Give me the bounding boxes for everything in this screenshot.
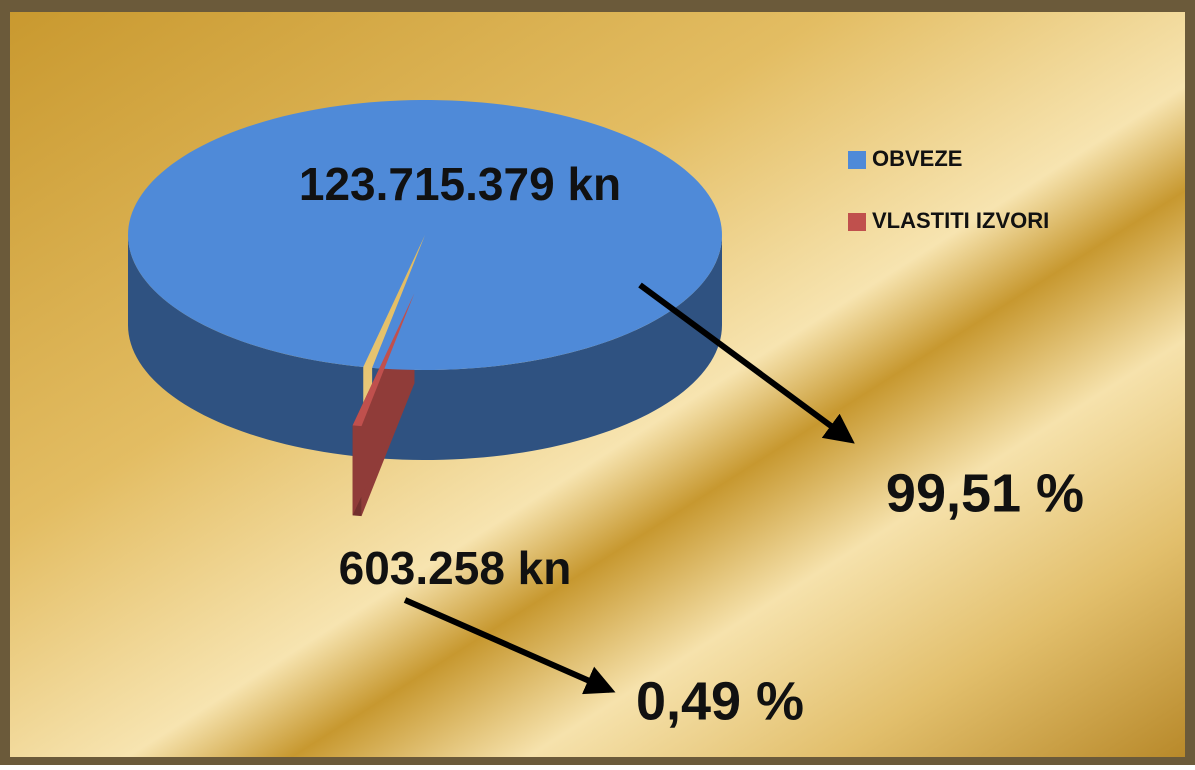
legend-swatch <box>848 213 866 231</box>
arrow <box>638 282 855 444</box>
slice-top <box>128 100 722 370</box>
percentage-label: 99,51 % <box>886 463 1084 523</box>
legend-label: OBVEZE <box>872 146 962 171</box>
legend-swatch <box>848 151 866 169</box>
pie <box>128 100 722 517</box>
value-label: 603.258 kn <box>339 542 572 594</box>
slice-side <box>372 235 722 460</box>
slice-top <box>352 293 415 427</box>
percentage-label: 0,49 % <box>636 671 804 731</box>
arrow <box>403 597 616 695</box>
value-label: 123.715.379 kn <box>299 158 621 210</box>
legend-label: VLASTITI IZVORI <box>872 208 1049 233</box>
labels: 123.715.379 kn 603.258 kn 99,51 % 0,49 % OBV… <box>299 146 1084 731</box>
slice-side <box>128 235 364 458</box>
